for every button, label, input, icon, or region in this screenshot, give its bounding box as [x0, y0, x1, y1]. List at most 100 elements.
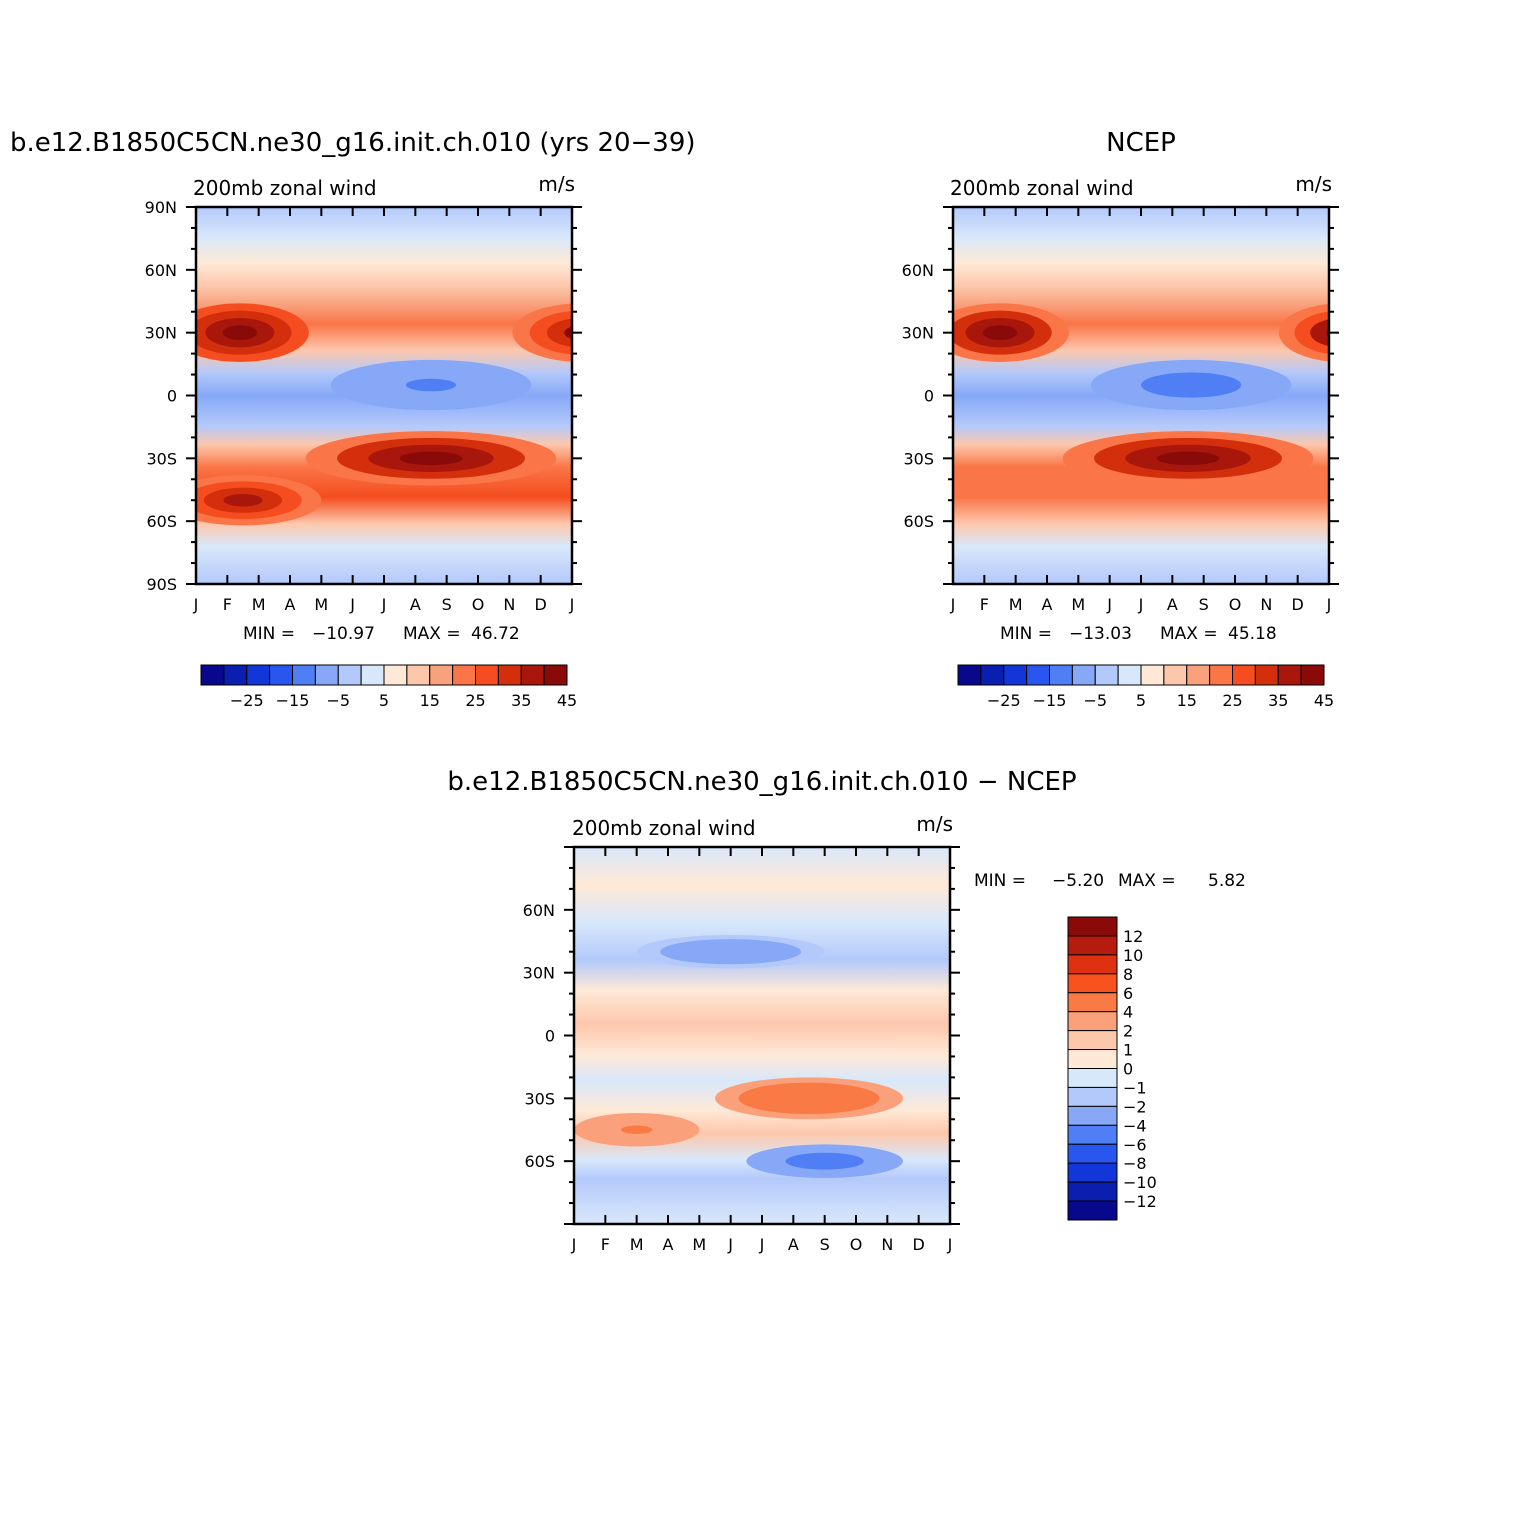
colorbar-label: −25: [987, 691, 1021, 710]
contour-level: [707, 947, 755, 956]
x-tick-label: F: [223, 595, 232, 614]
max-value: 5.82: [1208, 871, 1246, 891]
x-tick-label: M: [314, 595, 328, 614]
panel-subtitle: 200mb zonal wind: [950, 176, 1134, 200]
colorbar-label: 45: [1314, 691, 1334, 710]
colorbar-label: 25: [1222, 691, 1242, 710]
x-tick-label: O: [472, 595, 485, 614]
colorbar-swatch: [1067, 935, 1118, 956]
colorbar-swatch: [1026, 664, 1050, 686]
x-tick-label: S: [1199, 595, 1209, 614]
x-tick-label: J: [950, 595, 956, 614]
colorbar-swatch: [543, 664, 568, 686]
x-tick-label: O: [850, 1235, 863, 1254]
x-tick-label: N: [881, 1235, 893, 1254]
colorbar-swatch: [1067, 1030, 1118, 1051]
y-tick-label: 60N: [145, 261, 177, 280]
contour-level: [223, 493, 263, 507]
colorbar-swatch: [360, 664, 385, 686]
colorbar-label: 5: [1136, 691, 1146, 710]
min-label: MIN =: [243, 624, 295, 644]
colorbar-label: −15: [276, 691, 310, 710]
colorbar-swatch: [1067, 1011, 1118, 1032]
min-label: MIN =: [974, 871, 1026, 891]
colorbar-swatch: [1254, 664, 1279, 686]
colorbar-swatch: [1094, 664, 1119, 686]
contour-level: [1166, 378, 1217, 392]
panel-difference: b.e12.B1850C5CN.ne30_g16.init.ch.010 − N…: [447, 767, 1245, 1254]
colorbar-swatch: [1067, 1162, 1118, 1183]
panel-ncep: NCEP 200mb zonal wind m/s: [902, 128, 1339, 710]
min-value: −13.03: [1069, 624, 1132, 644]
colorbar-swatch: [1003, 664, 1028, 686]
colorbar-swatch: [1067, 1105, 1118, 1126]
y-tick-label: 60S: [524, 1152, 555, 1171]
max-label: MAX =: [1160, 624, 1218, 644]
panel-model: b.e12.B1850C5CN.ne30_g16.init.ch.010 (yr…: [10, 128, 696, 710]
x-tick-label: D: [1292, 595, 1304, 614]
y-tick-label: 30N: [523, 964, 555, 983]
x-tick-label: J: [947, 1235, 953, 1254]
contour-level: [564, 326, 572, 339]
colorbar-swatch: [1140, 664, 1165, 686]
colorbar-swatch: [1067, 916, 1118, 937]
plot-field: [953, 207, 1329, 584]
y-tick-label: 60N: [902, 261, 934, 280]
colorbar-swatch: [452, 664, 476, 686]
colorbar-swatch: [269, 664, 293, 686]
x-tick-label: A: [663, 1235, 674, 1254]
x-tick-label: S: [820, 1235, 830, 1254]
colorbar-swatch: [1067, 1049, 1118, 1069]
y-tick-label: 0: [167, 387, 177, 406]
y-tick-label: 60S: [146, 512, 177, 531]
x-tick-label: A: [1167, 595, 1178, 614]
x-tick-label: J: [1106, 595, 1112, 614]
plot-field: [574, 847, 950, 1224]
colorbar-label: 12: [1123, 927, 1143, 946]
y-tick-label: 30S: [903, 449, 934, 468]
x-tick-label: A: [285, 595, 296, 614]
min-value: −5.20: [1052, 871, 1104, 891]
contour-features: [574, 934, 903, 1178]
x-tick-label: J: [349, 595, 355, 614]
y-tick-label: 90N: [145, 198, 177, 217]
panel-title: b.e12.B1850C5CN.ne30_g16.init.ch.010 (yr…: [10, 128, 696, 158]
colorbar-swatch: [520, 664, 545, 686]
x-tick-label: M: [1009, 595, 1023, 614]
colorbar-swatch: [429, 664, 454, 686]
contour-level: [805, 1156, 845, 1166]
panel-units: m/s: [1295, 172, 1332, 196]
colorbar-swatch: [406, 664, 431, 686]
x-tick-label: N: [1260, 595, 1272, 614]
colorbar-swatch: [1067, 1124, 1118, 1145]
colorbar-label: −15: [1033, 691, 1067, 710]
colorbar: −25 −15 −5 5 15 25 35 45: [200, 664, 577, 710]
x-tick-label: J: [1138, 595, 1144, 614]
x-tick-label: S: [442, 595, 452, 614]
contour-level: [399, 451, 463, 466]
x-tick-label: M: [692, 1235, 706, 1254]
colorbar-swatch: [1117, 664, 1142, 686]
colorbar-swatch: [223, 664, 248, 686]
colorbar-label: 10: [1123, 946, 1143, 965]
colorbar-swatch: [1163, 664, 1188, 686]
colorbar-swatch: [1049, 664, 1073, 686]
max-value: 46.72: [471, 624, 520, 644]
contour-features: [196, 303, 572, 526]
colorbar-label: −4: [1123, 1116, 1147, 1135]
colorbar-label: 6: [1123, 984, 1133, 1003]
colorbar-label: 25: [465, 691, 485, 710]
colorbar-label: 5: [379, 691, 389, 710]
colorbar-swatch: [1277, 664, 1302, 686]
plot-field: [196, 207, 572, 584]
y-tick-label: 30S: [146, 449, 177, 468]
x-tick-label: F: [980, 595, 989, 614]
colorbar-label: 1: [1123, 1041, 1133, 1060]
panel-title: b.e12.B1850C5CN.ne30_g16.init.ch.010 − N…: [447, 767, 1076, 797]
x-tick-label: D: [913, 1235, 925, 1254]
x-tick-label: F: [601, 1235, 610, 1254]
colorbar-swatch: [1067, 1143, 1118, 1164]
